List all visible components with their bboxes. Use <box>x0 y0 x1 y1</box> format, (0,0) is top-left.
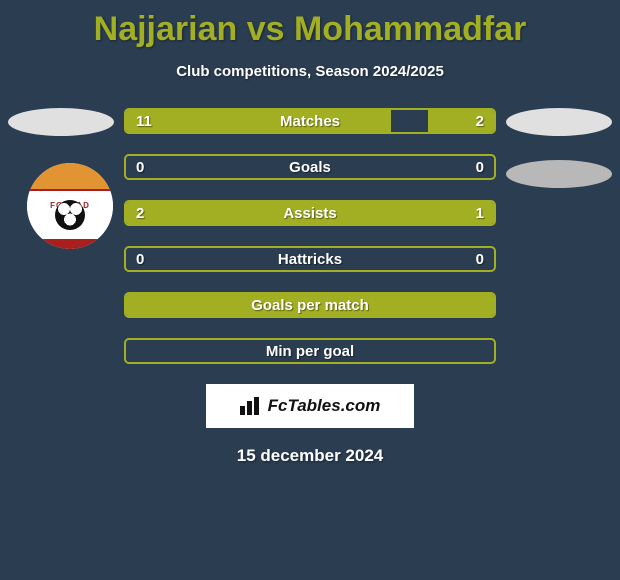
stat-row: 00Goals <box>124 154 496 180</box>
player-right-placeholder <box>506 108 612 136</box>
branding-label: FcTables.com <box>268 396 381 416</box>
player-left-placeholder <box>8 108 114 136</box>
soccer-ball-icon <box>55 200 85 230</box>
club-left-badge: FOOLAD <box>27 163 113 249</box>
stat-row: Min per goal <box>124 338 496 364</box>
stat-row: 112Matches <box>124 108 496 134</box>
stat-label: Assists <box>126 202 494 224</box>
stat-label: Matches <box>126 110 494 132</box>
stat-row: 21Assists <box>124 200 496 226</box>
date-label: 15 december 2024 <box>0 446 620 466</box>
stat-label: Goals <box>126 156 494 178</box>
stats-bars: 112Matches 00Goals 21Assists 00Hattricks Goa… <box>124 108 496 364</box>
bar-chart-icon <box>240 397 262 415</box>
stat-label: Goals per match <box>126 294 494 316</box>
stat-label: Min per goal <box>126 340 494 362</box>
stat-label: Hattricks <box>126 248 494 270</box>
stat-row: Goals per match <box>124 292 496 318</box>
page-title: Najjarian vs Mohammadfar <box>0 0 620 49</box>
stat-row: 00Hattricks <box>124 246 496 272</box>
page-subtitle: Club competitions, Season 2024/2025 <box>0 63 620 80</box>
club-right-placeholder <box>506 160 612 188</box>
comparison-panel: FOOLAD 112Matches 00Goals 21Assists 00Hattr… <box>0 108 620 364</box>
fctables-branding: FcTables.com <box>206 384 414 428</box>
